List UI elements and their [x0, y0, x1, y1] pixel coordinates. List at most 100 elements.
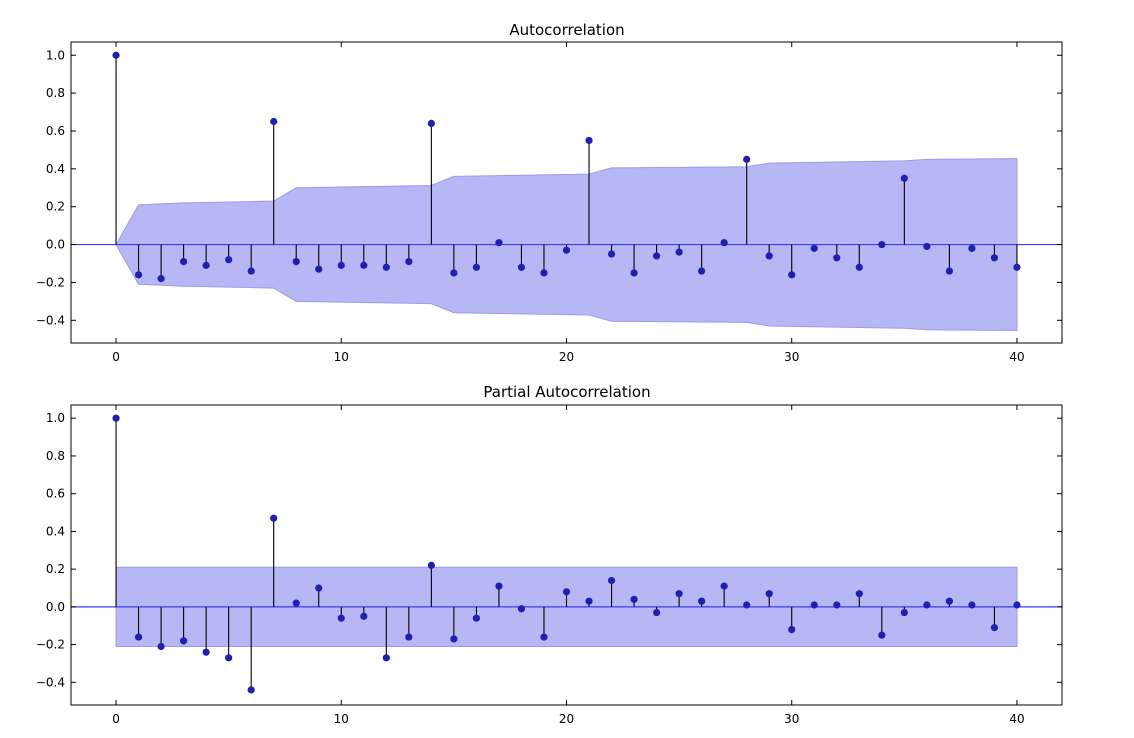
- pacf-point-lag-0: [112, 414, 120, 422]
- acf-xtick-label-40: 40: [1009, 350, 1024, 364]
- acf-point-lag-21: [585, 136, 593, 145]
- acf-point-lag-6: [247, 267, 255, 275]
- acf-ytick-label-5: 0.6: [46, 124, 65, 138]
- pacf-point-lag-13: [405, 633, 413, 641]
- acf-ytick-label-6: 0.8: [46, 86, 65, 100]
- acf-xtick-label-0: 0: [112, 350, 120, 364]
- acf-point-lag-18: [517, 263, 526, 271]
- acf-point-lag-15: [450, 269, 458, 277]
- pacf-point-lag-28: [743, 601, 751, 609]
- partial-autocorrelation-panel: Partial Autocorrelation 0 10 20 30 40 −0.4 −0.…: [36, 383, 1063, 726]
- pacf-xtick-label-0: 0: [112, 712, 120, 726]
- autocorrelation-title: Autocorrelation: [509, 21, 624, 39]
- pacf-ytick-label-5: 0.6: [46, 487, 65, 501]
- acf-point-lag-31: [810, 244, 818, 252]
- acf-point-lag-28: [743, 155, 751, 163]
- pacf-xtick-label-40: 40: [1009, 712, 1024, 726]
- acf-xtick-label-10: 10: [334, 350, 349, 364]
- pacf-ytick-label-7: 1.0: [46, 411, 65, 425]
- acf-ytick-label-1: −0.2: [36, 275, 65, 289]
- acf-point-lag-1: [134, 271, 143, 279]
- pacf-point-lag-33: [855, 590, 863, 598]
- pacf-point-lag-32: [833, 601, 841, 609]
- pacf-xtick-label-20: 20: [559, 712, 574, 726]
- acf-ytick-label-3: 0.2: [46, 200, 65, 214]
- acf-point-lag-36: [923, 242, 931, 251]
- acf-point-lag-13: [405, 257, 413, 266]
- acf-ytick-label-4: 0.4: [46, 162, 65, 176]
- pacf-point-lag-39: [990, 624, 999, 632]
- acf-point-lag-12: [382, 263, 390, 271]
- pacf-point-lag-1: [134, 633, 143, 641]
- acf-point-lag-11: [360, 261, 368, 269]
- pacf-ytick-label-4: 0.4: [46, 524, 65, 538]
- pacf-point-lag-5: [225, 654, 233, 662]
- pacf-point-lag-3: [180, 637, 188, 645]
- acf-point-lag-33: [855, 263, 863, 271]
- pacf-point-lag-29: [765, 590, 773, 598]
- pacf-point-lag-10: [337, 614, 345, 622]
- pacf-point-lag-17: [495, 582, 503, 590]
- acf-point-lag-25: [675, 248, 683, 256]
- pacf-point-lag-4: [202, 648, 210, 656]
- pacf-point-lag-25: [675, 590, 683, 598]
- acf-point-lag-10: [337, 261, 345, 269]
- acf-point-lag-3: [180, 257, 188, 266]
- acf-point-lag-27: [720, 239, 728, 247]
- pacf-ytick-label-0: −0.4: [36, 675, 65, 689]
- acf-point-lag-19: [540, 269, 548, 277]
- pacf-point-lag-37: [945, 597, 953, 605]
- acf-point-lag-40: [1013, 263, 1021, 271]
- autocorrelation-panel: Autocorrelation 0 10 20 30 40 −0.4 −0.2 0.0 0.2 0…: [36, 21, 1063, 364]
- pacf-point-lag-20: [562, 588, 571, 596]
- acf-point-lag-24: [652, 252, 661, 260]
- pacf-point-lag-16: [472, 614, 481, 622]
- acf-xtick-label-30: 30: [784, 350, 799, 364]
- pacf-point-lag-11: [360, 612, 368, 620]
- acf-point-lag-0: [112, 51, 120, 59]
- pacf-axes-frame: [70, 404, 1063, 706]
- acf-point-lag-37: [945, 267, 953, 275]
- acf-point-lag-32: [833, 254, 841, 262]
- pacf-point-lag-38: [968, 601, 976, 609]
- pacf-point-lag-21: [585, 597, 593, 605]
- pacf-point-lag-31: [810, 601, 818, 609]
- acf-point-lag-9: [315, 265, 323, 273]
- pacf-point-lag-36: [923, 601, 931, 609]
- pacf-point-lag-2: [157, 642, 165, 651]
- pacf-ytick-label-1: −0.2: [36, 638, 65, 652]
- acf-point-lag-23: [630, 269, 638, 277]
- pacf-point-lag-18: [517, 605, 526, 613]
- pacf-point-lag-26: [698, 597, 706, 605]
- pacf-point-lag-27: [720, 582, 728, 590]
- pacf-point-lag-14: [427, 561, 435, 569]
- acf-point-lag-26: [698, 267, 706, 275]
- acf-point-lag-22: [607, 250, 616, 258]
- pacf-xtick-label-30: 30: [784, 712, 799, 726]
- pacf-point-lag-35: [900, 608, 908, 617]
- acf-point-lag-30: [788, 271, 796, 279]
- pacf-ytick-label-2: 0.0: [46, 600, 65, 614]
- pacf-xtick-label-10: 10: [334, 712, 349, 726]
- acf-point-lag-16: [472, 263, 481, 271]
- partial-autocorrelation-title: Partial Autocorrelation: [483, 383, 650, 401]
- acf-xtick-label-20: 20: [559, 350, 574, 364]
- acf-point-lag-35: [900, 174, 908, 182]
- acf-point-lag-29: [765, 252, 773, 260]
- pacf-point-lag-19: [540, 633, 548, 641]
- acf-point-lag-4: [202, 261, 210, 269]
- acf-point-lag-7: [270, 117, 278, 126]
- acf-ytick-label-0: −0.4: [36, 313, 65, 327]
- acf-point-lag-34: [878, 240, 886, 249]
- pacf-point-lag-34: [878, 631, 886, 639]
- pacf-point-lag-15: [450, 635, 458, 643]
- pacf-point-lag-9: [315, 584, 323, 592]
- acf-point-lag-39: [990, 254, 999, 262]
- acf-ytick-label-7: 1.0: [46, 48, 65, 62]
- pacf-ytick-label-3: 0.2: [46, 562, 65, 576]
- pacf-point-lag-7: [270, 514, 278, 522]
- acf-point-lag-5: [225, 256, 233, 264]
- pacf-point-lag-12: [382, 654, 390, 662]
- acf-ytick-label-2: 0.0: [46, 238, 65, 252]
